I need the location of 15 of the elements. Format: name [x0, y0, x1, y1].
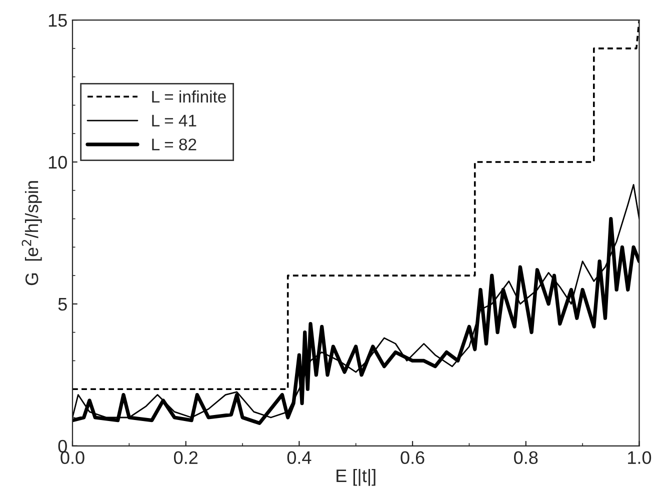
x-tick-label: 0.8: [514, 451, 538, 464]
x-axis-title: E [|t|]: [336, 468, 376, 486]
x-tick-label: 0.6: [400, 451, 424, 464]
x-tick-label: 1.0: [628, 451, 652, 464]
y-axis-title: G [e$^{2}$/h]/spin: [22, 181, 42, 286]
legend-label: L = infinite: [152, 90, 226, 103]
x-tick-label: 0.0: [60, 451, 84, 464]
y-tick-label: 0: [58, 440, 67, 453]
y-tick-label: 15: [48, 14, 67, 27]
y-tick-label: 10: [48, 156, 67, 169]
y-tick-label: 5: [58, 298, 67, 311]
x-tick-label: 0.2: [174, 451, 198, 464]
legend-label: L = 41: [152, 114, 196, 126]
x-tick-label: 0.4: [287, 451, 312, 464]
legend-label: L = 82: [152, 138, 196, 150]
